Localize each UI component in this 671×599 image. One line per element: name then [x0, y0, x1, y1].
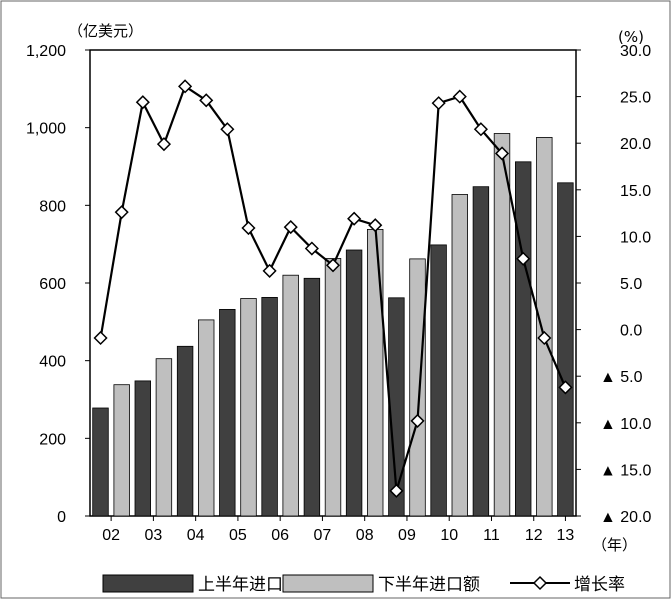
bar-second-half-05H2: [240, 298, 257, 517]
left-unit-label: （亿美元）: [68, 22, 143, 40]
x-tick-label-09: 09: [398, 527, 416, 544]
legend-marker-growth: [532, 575, 548, 591]
growth-point-08H2: [368, 218, 383, 233]
legend-label-second-half: 下半年进口额: [378, 575, 480, 595]
growth-point-03H2: [156, 137, 172, 152]
right-tick-label-0: ▲ 20.0: [600, 509, 652, 526]
right-tick-label-9: 25.0: [620, 90, 651, 107]
growth-point-11H1: [473, 122, 488, 137]
bar-first-half-13H1: [557, 182, 574, 517]
x-tick-label-02: 02: [102, 527, 120, 544]
right-tick-label-1: ▲ 15.0: [600, 462, 652, 479]
growth-point-02H2: [114, 205, 129, 220]
growth-point-06H2: [283, 220, 298, 235]
bar-second-half-10H2: [451, 194, 469, 517]
x-tick-label-07: 07: [314, 527, 332, 544]
right-tick-label-3: ▲ 5.0: [600, 369, 643, 386]
bar-second-half-12H2: [536, 136, 553, 517]
growth-point-09H1: [389, 483, 404, 498]
legend-label-first-half: 上半年进口额: [198, 575, 300, 595]
growth-point-06H1: [262, 263, 277, 278]
left-tick-label-0: 0: [57, 509, 66, 526]
x-tick-label-04: 04: [187, 527, 205, 544]
growth-point-11H2: [494, 146, 510, 161]
right-tick-label-10: 30.0: [620, 43, 651, 60]
bar-second-half-04H2: [197, 319, 215, 517]
bar-second-half-06H2: [282, 274, 299, 517]
growth-point-05H2: [241, 220, 256, 236]
right-tick-label-4: 0.0: [620, 323, 642, 340]
bar-second-half-11H2: [493, 133, 511, 517]
bar-first-half-04H1: [176, 345, 194, 517]
bar-second-half-07H2: [324, 258, 342, 517]
growth-point-07H1: [304, 241, 319, 256]
bar-first-half-06H1: [261, 296, 278, 517]
legend: 上半年进口额 下半年进口额 增长率: [102, 574, 625, 595]
right-tick-label-7: 15.0: [620, 183, 651, 200]
bar-second-half-02H2: [113, 384, 130, 517]
left-tick-label-800: 800: [39, 198, 66, 215]
axes-layer: 0 200 400 600 800 1,000 1,200 ▲ 20.0 ▲ 15.0 ▲ 10.…: [26, 43, 652, 544]
bars-layer: [92, 133, 574, 517]
x-unit-label: （年）: [592, 536, 637, 554]
legend-label-growth: 增长率: [574, 575, 625, 595]
right-tick-label-6: 10.0: [620, 229, 651, 246]
legend-swatch-second-half: [282, 574, 374, 593]
growth-point-09H2: [410, 413, 425, 428]
right-tick-label-8: 20.0: [620, 136, 651, 153]
right-tick-label-5: 5.0: [620, 276, 642, 293]
growth-point-03H1: [135, 95, 150, 110]
growth-point-02H1: [93, 330, 108, 346]
x-tick-label-05: 05: [229, 527, 247, 544]
x-tick-label-06: 06: [271, 527, 289, 544]
legend-swatch-first-half: [102, 574, 194, 593]
bar-first-half-09H1: [388, 297, 405, 517]
bar-second-half-09H2: [409, 258, 426, 517]
bar-first-half-12H1: [515, 161, 532, 517]
bar-first-half-10H1: [430, 244, 447, 517]
x-tick-label-08: 08: [356, 527, 374, 544]
x-tick-label-10: 10: [440, 527, 458, 544]
growth-point-04H2: [199, 93, 214, 108]
bar-first-half-08H1: [345, 249, 363, 517]
left-tick-label-600: 600: [39, 276, 66, 293]
left-tick-label-1,000: 1,000: [26, 121, 66, 138]
growth-point-12H1: [516, 251, 531, 266]
bar-first-half-11H1: [472, 186, 490, 517]
x-tick-label-12: 12: [525, 527, 543, 544]
line-layer: [93, 79, 573, 498]
bar-second-half-03H2: [155, 358, 173, 517]
bar-second-half-08H2: [366, 228, 384, 517]
growth-point-04H1: [178, 79, 193, 94]
growth-point-10H2: [452, 89, 467, 104]
growth-point-08H1: [347, 211, 362, 226]
right-tick-label-2: ▲ 10.0: [600, 416, 652, 433]
bar-first-half-02H1: [92, 407, 109, 517]
bar-first-half-03H1: [134, 380, 152, 517]
left-tick-label-1,200: 1,200: [26, 43, 66, 60]
left-tick-label-200: 200: [39, 431, 66, 448]
growth-point-13H1: [558, 380, 573, 395]
x-tick-label-03: 03: [144, 527, 162, 544]
bar-first-half-07H1: [303, 277, 321, 517]
growth-point-10H1: [431, 96, 446, 111]
growth-point-05H1: [220, 122, 235, 137]
bar-first-half-05H1: [219, 308, 236, 517]
growth-point-12H2: [537, 330, 552, 346]
x-tick-label-13: 13: [557, 527, 575, 544]
right-unit-label: (%): [618, 28, 644, 46]
x-tick-label-11: 11: [483, 527, 500, 544]
growth-point-07H2: [325, 258, 341, 273]
left-tick-label-400: 400: [39, 354, 66, 371]
